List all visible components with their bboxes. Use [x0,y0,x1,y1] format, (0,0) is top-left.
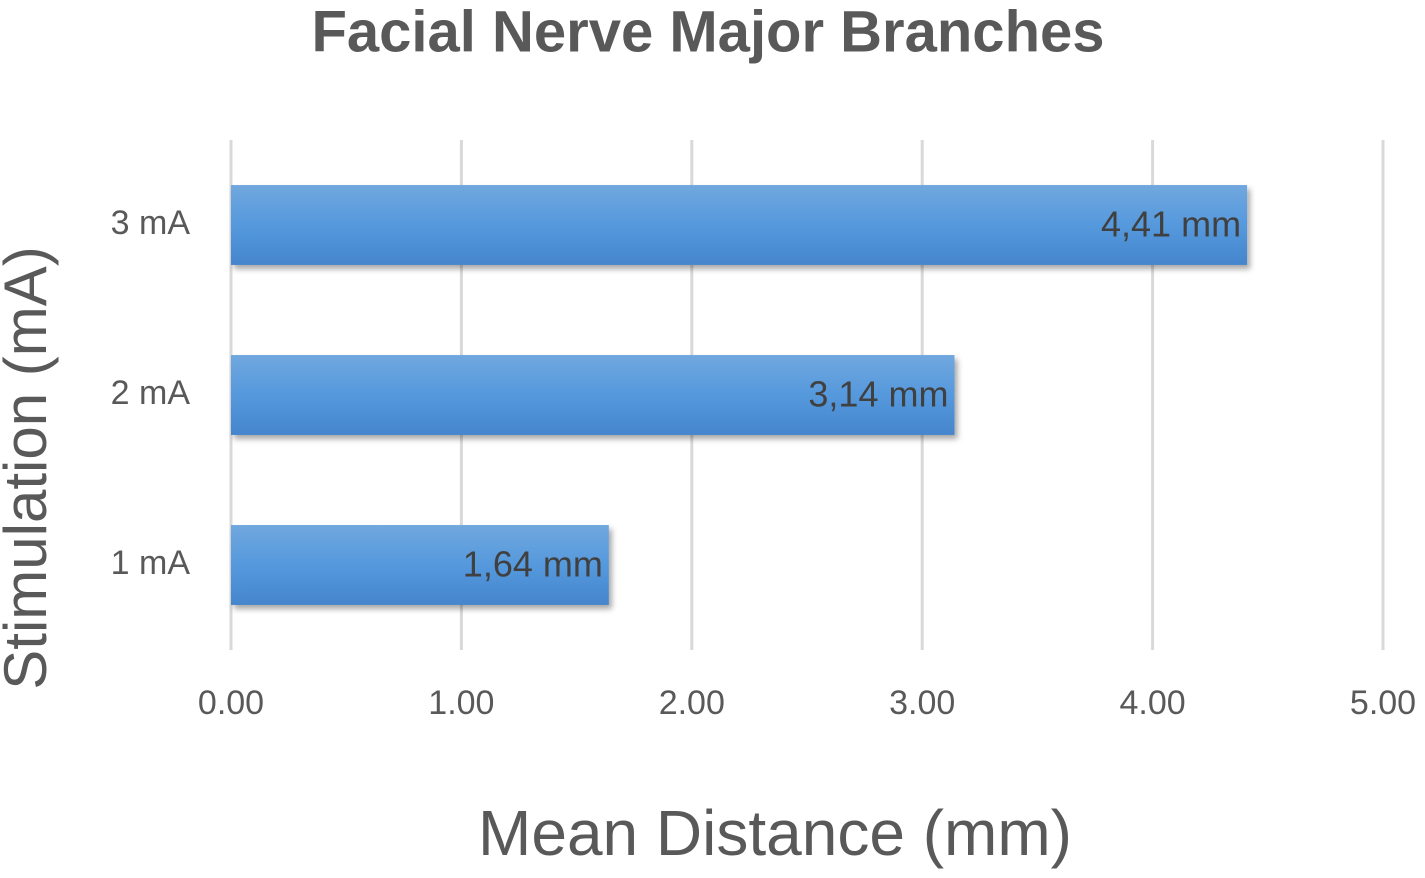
chart-title: Facial Nerve Major Branches [311,0,1104,64]
data-label: 4,41 mm [1101,204,1241,245]
data-label: 1,64 mm [463,544,603,585]
bar [231,185,1248,265]
x-tick-label: 4.00 [1120,684,1186,722]
x-tick-label: 3.00 [889,684,955,722]
data-label: 3,14 mm [808,374,948,415]
y-tick-label: 1 mA [111,544,191,582]
y-axis-title: Stimulation (mA) [0,246,59,689]
y-tick-label: 2 mA [111,374,191,412]
x-tick-label: 1.00 [428,684,494,722]
x-tick-label: 0.00 [198,684,264,722]
bar [231,525,609,605]
x-axis-title: Mean Distance (mm) [478,797,1072,869]
x-tick-label: 5.00 [1350,684,1416,722]
x-tick-label: 2.00 [659,684,725,722]
y-tick-label: 3 mA [111,204,191,242]
bar [231,355,955,435]
